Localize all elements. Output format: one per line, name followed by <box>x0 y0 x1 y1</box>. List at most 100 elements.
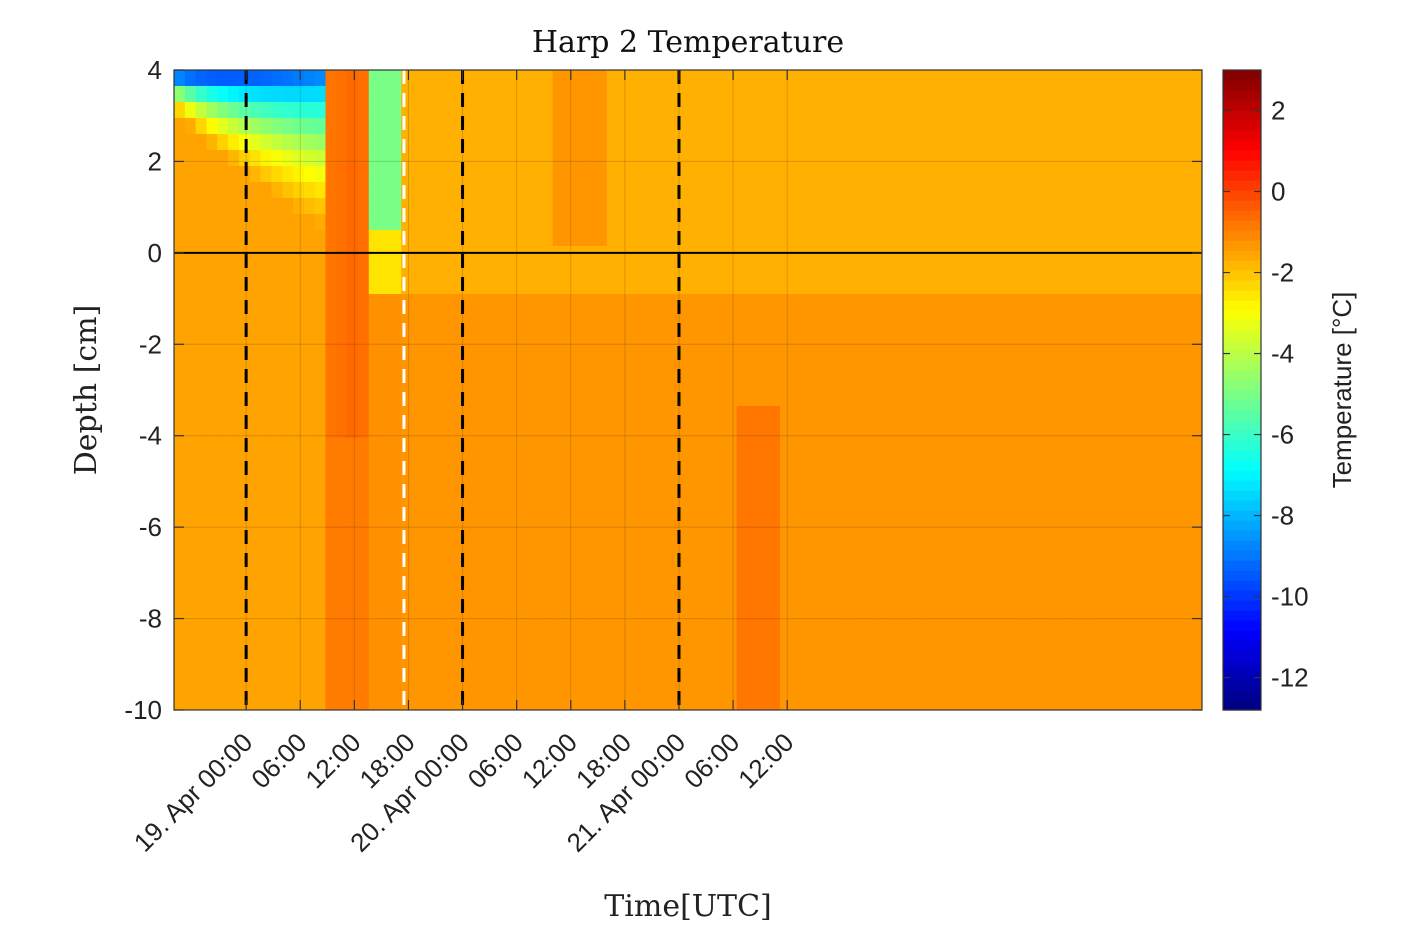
heatmap-cell <box>206 534 218 551</box>
heatmap-cell <box>520 470 532 487</box>
heatmap-cell <box>747 294 759 311</box>
heatmap-cell <box>228 566 240 583</box>
heatmap-cell <box>325 230 337 247</box>
heatmap-cell <box>1028 550 1041 567</box>
heatmap-cell <box>314 630 327 647</box>
heatmap-cell <box>1147 630 1160 647</box>
heatmap-cell <box>596 598 608 615</box>
heatmap-cell <box>877 646 889 663</box>
heatmap-cell <box>725 502 738 519</box>
heatmap-cell <box>498 534 511 551</box>
heatmap-cell <box>498 470 511 487</box>
heatmap-cell <box>779 678 792 695</box>
heatmap-cell <box>1018 118 1030 135</box>
heatmap-cell <box>985 102 997 119</box>
heatmap-cell <box>1072 326 1084 343</box>
heatmap-cell <box>985 166 997 183</box>
heatmap-cell <box>325 454 337 471</box>
heatmap-cell <box>1007 150 1019 167</box>
heatmap-cell <box>1147 70 1160 87</box>
heatmap-cell <box>412 662 424 679</box>
heatmap-cell <box>888 150 900 167</box>
heatmap-cell <box>942 486 954 503</box>
heatmap-cell <box>606 214 619 231</box>
heatmap-cell <box>639 678 651 695</box>
heatmap-cell <box>1007 454 1019 471</box>
heatmap-cell <box>541 454 554 471</box>
heatmap-cell <box>942 166 954 183</box>
colorbar-ticks: 20-2-4-6-8-10-12 <box>1223 96 1309 693</box>
heatmap-cell <box>1050 406 1062 423</box>
heatmap-cell <box>336 550 348 567</box>
heatmap-cell <box>671 390 684 407</box>
heatmap-cell <box>303 678 316 695</box>
heatmap-cell <box>596 70 608 87</box>
heatmap-cell <box>855 470 868 487</box>
heatmap-cell <box>606 326 619 343</box>
heatmap-cell <box>888 694 900 710</box>
heatmap-cell <box>1104 358 1117 375</box>
heatmap-cell <box>855 646 868 663</box>
heatmap-cell <box>412 486 424 503</box>
heatmap-cell <box>282 454 294 471</box>
heatmap-cell <box>531 438 543 455</box>
heatmap-cell <box>271 454 283 471</box>
colorbar-cell <box>1223 110 1261 121</box>
heatmap-cell <box>888 246 900 263</box>
colorbar-cell <box>1223 650 1261 661</box>
heatmap-cell <box>1169 662 1181 679</box>
heatmap-cell <box>1050 438 1062 455</box>
heatmap-cell <box>357 598 370 615</box>
heatmap-cell <box>931 294 943 311</box>
heatmap-cell <box>974 534 987 551</box>
heatmap-cell <box>455 358 467 375</box>
heatmap-cell <box>282 582 294 599</box>
heatmap-cell <box>390 582 402 599</box>
heatmap-cell <box>693 326 705 343</box>
heatmap-cell <box>184 198 197 215</box>
heatmap-cell <box>217 310 229 327</box>
heatmap-cell <box>866 582 878 599</box>
heatmap-cell <box>942 646 954 663</box>
heatmap-cell <box>974 342 987 359</box>
heatmap-cell <box>909 566 922 583</box>
heatmap-cell <box>1104 486 1117 503</box>
heatmap-cell <box>466 374 478 391</box>
colorbar-cell <box>1223 660 1261 671</box>
heatmap-cell <box>1191 182 1202 199</box>
heatmap-cell <box>682 294 695 311</box>
heatmap-cell <box>1072 678 1084 695</box>
heatmap-cell <box>1072 70 1084 87</box>
heatmap-cell <box>682 566 695 583</box>
heatmap-cell <box>801 534 814 551</box>
y-tick-label: -6 <box>139 512 162 542</box>
heatmap-cell <box>671 534 684 551</box>
heatmap-cell <box>834 502 846 519</box>
heatmap-cell <box>379 166 392 183</box>
heatmap-cell <box>639 166 651 183</box>
heatmap-cell <box>823 278 835 295</box>
heatmap-cell <box>249 134 262 151</box>
heatmap-cell <box>238 246 251 263</box>
heatmap-cell <box>725 566 738 583</box>
heatmap-cell <box>1028 470 1041 487</box>
heatmap-cell <box>585 118 597 135</box>
heatmap-cell <box>368 262 381 279</box>
heatmap-cell <box>444 182 456 199</box>
heatmap-cell <box>282 278 294 295</box>
heatmap-cell <box>1061 310 1073 327</box>
heatmap-cell <box>368 694 381 710</box>
heatmap-cell <box>368 70 381 87</box>
heatmap-cell <box>801 470 814 487</box>
heatmap-cell <box>1061 486 1073 503</box>
heatmap-cell <box>790 422 803 439</box>
heatmap-cell <box>293 406 305 423</box>
heatmap-cell <box>769 518 781 535</box>
heatmap-cell <box>347 630 359 647</box>
heatmap-cell <box>336 694 348 710</box>
heatmap-cell <box>682 598 695 615</box>
heatmap-cell <box>1126 294 1138 311</box>
heatmap-cell <box>1072 278 1084 295</box>
heatmap-cell <box>801 150 814 167</box>
heatmap-cell <box>509 582 521 599</box>
